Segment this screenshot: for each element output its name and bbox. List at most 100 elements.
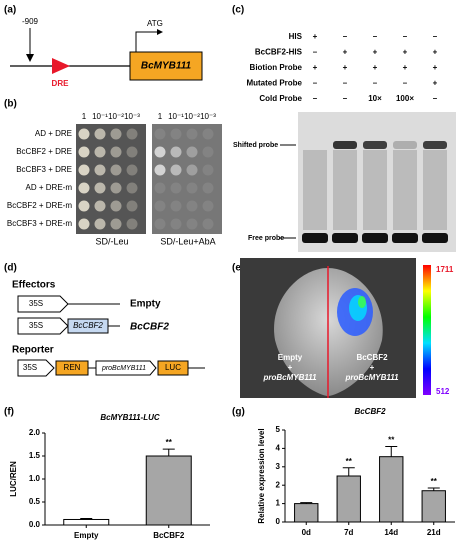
error-bar [342, 467, 355, 476]
medium-label: SD/-Leu [95, 236, 128, 246]
colony [126, 200, 138, 212]
colony [94, 164, 106, 176]
y-tick-label: 2 [276, 480, 281, 489]
lane-smear [363, 150, 387, 230]
leaf-label: proBcMYB111 [344, 373, 399, 382]
row-label: Cold Probe [259, 94, 302, 103]
lane-sign: + [313, 63, 318, 72]
colony [110, 164, 122, 176]
leaf-label: + [288, 363, 293, 372]
bar [421, 490, 446, 523]
lane-sign: + [403, 63, 408, 72]
error-bar [385, 446, 398, 457]
row-label: Biotion Probe [250, 63, 303, 72]
x-tick-label: Empty [74, 531, 99, 540]
arrowhead [157, 29, 163, 35]
construct-name: BcCBF2 [130, 322, 169, 333]
colony [126, 164, 138, 176]
y-tick-label: 5 [276, 425, 281, 434]
colony [186, 146, 198, 158]
lane-sign: – [433, 94, 438, 103]
row-label: BcCBF3 + DRE-m [7, 219, 72, 228]
position: -909 [22, 17, 39, 26]
colorbar [423, 265, 431, 395]
free-band [302, 233, 328, 243]
dilution-label: 10⁻³ [200, 112, 216, 121]
gene-label: BcMYB111 [141, 61, 192, 72]
free-band [332, 233, 358, 243]
lane-sign: – [373, 79, 378, 88]
bar [63, 518, 110, 526]
band-label: Free probe [248, 235, 284, 242]
y-tick-label: 0 [276, 517, 281, 526]
colony [78, 128, 90, 140]
colony [170, 218, 182, 230]
panel-label: (b) [4, 99, 17, 110]
row-label: AD + DRE [35, 129, 72, 138]
colony [78, 218, 90, 230]
plate [152, 124, 222, 234]
error-bar [80, 518, 93, 520]
lane-sign: – [313, 48, 318, 57]
panel-label: (g) [232, 407, 245, 418]
colony [94, 182, 106, 194]
leaf-label: Empty [278, 353, 303, 362]
lane-sign: + [373, 63, 378, 72]
gene-box [129, 51, 203, 81]
lane-smear [303, 150, 327, 230]
shifted-band [333, 141, 357, 149]
lane-sign: + [433, 63, 438, 72]
error-bar [300, 502, 313, 504]
promoter [95, 360, 157, 376]
colony [110, 218, 122, 230]
free-band [362, 233, 388, 243]
promoter-label: proBcMYB111 [101, 365, 146, 372]
colony [186, 164, 198, 176]
medium-label: SD/-Leu+AbA [160, 236, 215, 246]
lane-sign: – [343, 32, 348, 41]
colony [94, 200, 106, 212]
bar [145, 455, 192, 526]
x-tick-label: 21d [427, 528, 441, 537]
x-tick-label: 14d [384, 528, 398, 537]
colony [110, 146, 122, 158]
bar [294, 503, 319, 523]
luc-label: LUC [165, 363, 181, 372]
dilution-label: 10⁻² [184, 112, 200, 121]
colony [154, 146, 166, 158]
promoter-label: 35S [23, 363, 37, 372]
free-band [392, 233, 418, 243]
lane-sign: + [373, 48, 378, 57]
dre-triangle [52, 58, 70, 74]
colony [110, 182, 122, 194]
colony [154, 218, 166, 230]
bar [336, 475, 361, 523]
colony [78, 200, 90, 212]
band-label: Shifted probe [233, 142, 278, 149]
leaf-label: proBcMYB111 [262, 373, 317, 382]
panel-label: (e) [232, 263, 244, 274]
lane-sign: – [313, 79, 318, 88]
significance: ** [431, 477, 438, 486]
lane-sign: – [343, 94, 348, 103]
dilution-label: 10⁻² [108, 112, 124, 121]
shifted-band [393, 141, 417, 149]
y-tick-label: 1.0 [29, 474, 41, 483]
promoter [17, 359, 55, 377]
y-tick-label: 1 [276, 499, 281, 508]
cds-label: BcCBF2 [73, 321, 103, 330]
colony [94, 128, 106, 140]
colony [186, 218, 198, 230]
panel-label: (d) [4, 263, 17, 274]
dilution-label: 10⁻³ [124, 112, 140, 121]
lane-sign: – [403, 79, 408, 88]
row-label: Mutated Probe [246, 79, 302, 88]
lane-sign: + [433, 48, 438, 57]
lane-sign: – [433, 32, 438, 41]
y-tick-label: 4 [276, 444, 281, 453]
shifted-band [423, 141, 447, 149]
error-bar [427, 487, 440, 491]
colony [126, 146, 138, 158]
chart-title: BcCBF2 [354, 407, 386, 416]
colorbar-label: 1711 [436, 265, 454, 274]
